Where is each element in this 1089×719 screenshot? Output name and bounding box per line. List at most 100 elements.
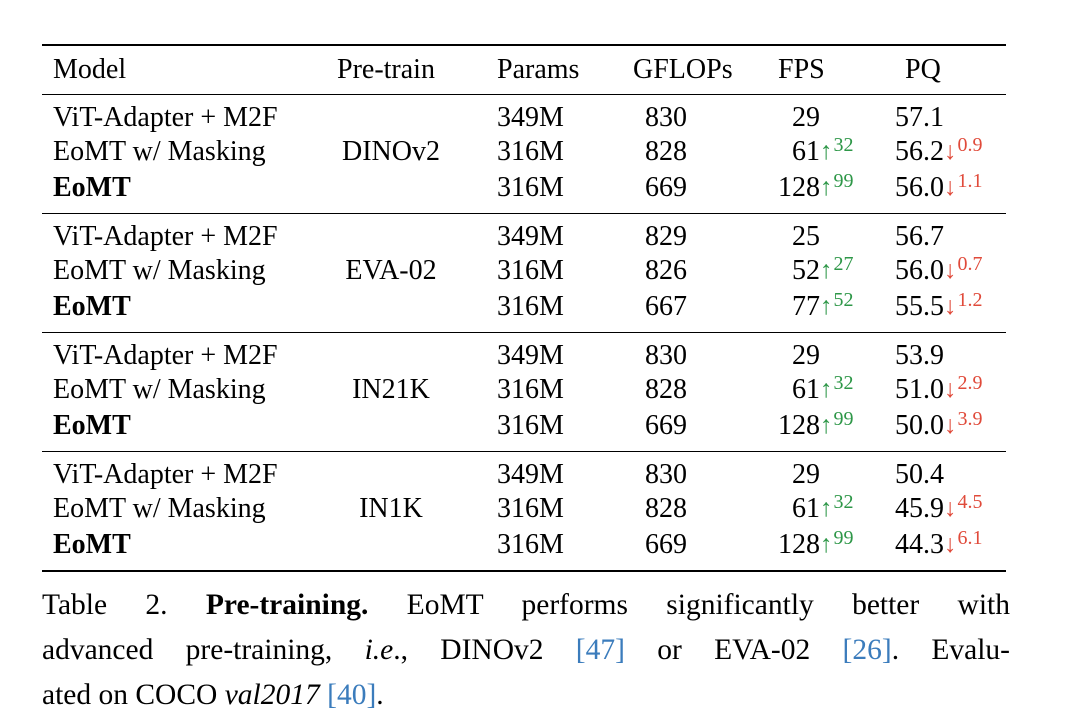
pq-value: 51.0 <box>895 374 944 405</box>
gflops-cell: 826 <box>645 255 687 286</box>
col-header-params: Params <box>497 54 580 85</box>
col-header-gflops: GFLOPs <box>633 54 733 85</box>
model-cell: EoMT <box>53 291 131 322</box>
down-arrow-icon: ↓ <box>944 412 957 439</box>
pretrain-group-dinov2: ViT-Adapter + M2F 349M 830 29 57.1 EoMT w/ Ma… <box>42 95 1006 213</box>
pq-value: 56.0 <box>895 255 944 286</box>
pq-drop-value: 4.5 <box>957 491 983 513</box>
pq-cell: 50.4 <box>895 458 1006 492</box>
citation-link[interactable]: [47] <box>575 634 625 666</box>
model-cell: ViT-Adapter + M2F <box>53 459 278 490</box>
citation-link[interactable]: [40] <box>327 679 377 711</box>
pq-cell: 44.3↓6.1 <box>895 527 1006 564</box>
table-caption: Table 2. Pre-training. EoMT performs sig… <box>42 583 1010 718</box>
gflops-cell: 828 <box>645 136 687 167</box>
down-arrow-icon: ↓ <box>944 257 957 284</box>
pq-value: 50.4 <box>895 459 944 490</box>
model-cell: EoMT <box>53 410 131 441</box>
params-cell: 349M <box>497 221 564 252</box>
pretrain-group-in21k: ViT-Adapter + M2F 349M 830 29 53.9 EoMT w/ Ma… <box>42 332 1006 451</box>
gflops-cell: 669 <box>645 172 687 203</box>
fps-value: 52 <box>792 255 820 286</box>
pq-cell: 56.0↓0.7 <box>895 253 1006 290</box>
pretrain-cell <box>337 409 497 445</box>
table-row: ViT-Adapter + M2F 349M 830 29 50.4 <box>42 458 1006 492</box>
model-cell: ViT-Adapter + M2F <box>53 102 278 133</box>
caption-text: Pre-training. <box>205 589 369 621</box>
down-arrow-icon: ↓ <box>944 293 957 320</box>
pretrain-cell <box>337 528 497 564</box>
fps-cell: 61↑32 <box>778 491 895 528</box>
caption-text: . Evalu- <box>891 634 1010 666</box>
pretrain-cell <box>337 339 497 373</box>
fps-gain-value: 52 <box>833 289 854 311</box>
fps-gain-annotation: ↑27 <box>820 253 854 286</box>
caption-text: val2017 <box>224 679 320 711</box>
down-arrow-icon: ↓ <box>944 174 957 201</box>
table-row: EoMT w/ Masking EVA-02 316M 826 52↑27 56.0↓0.… <box>42 253 1006 290</box>
gflops-cell: 830 <box>645 459 687 490</box>
fps-cell: 61↑32 <box>778 372 895 409</box>
caption-text: ., DINOv2 <box>393 634 576 666</box>
fps-gain-value: 99 <box>833 527 854 549</box>
pretrain-cell: DINOv2 <box>337 135 497 171</box>
fps-value: 61 <box>792 493 820 524</box>
up-arrow-icon: ↑ <box>820 257 833 284</box>
pq-drop-value: 0.7 <box>957 253 983 275</box>
fps-gain-value: 32 <box>833 491 854 513</box>
gflops-cell: 829 <box>645 221 687 252</box>
caption-text: or EVA-02 <box>624 634 843 666</box>
model-cell: EoMT w/ Masking <box>53 493 266 524</box>
pq-value: 56.0 <box>895 172 944 203</box>
pq-cell: 55.5↓1.2 <box>895 289 1006 326</box>
pq-drop-annotation: ↓1.2 <box>944 289 983 322</box>
fps-cell: 77↑52 <box>778 289 895 326</box>
fps-cell: 29 <box>778 339 895 373</box>
table-row: ViT-Adapter + M2F 349M 830 29 57.1 <box>42 101 1006 135</box>
fps-value: 128 <box>778 172 820 203</box>
pq-drop-value: 1.1 <box>957 170 983 192</box>
up-arrow-icon: ↑ <box>820 138 833 165</box>
pq-cell: 57.1 <box>895 101 1006 135</box>
pq-value: 57.1 <box>895 102 944 133</box>
params-cell: 316M <box>497 172 564 203</box>
caption-line: advanced pre-training, i.e., DINOv2 [47]… <box>42 628 1010 673</box>
fps-gain-annotation: ↑32 <box>820 134 854 167</box>
params-cell: 349M <box>497 340 564 371</box>
fps-gain-annotation: ↑32 <box>820 372 854 405</box>
pq-value: 56.7 <box>895 221 944 252</box>
pq-drop-annotation: ↓6.1 <box>944 527 983 560</box>
citation-link[interactable]: [26] <box>842 634 892 666</box>
pq-drop-annotation: ↓4.5 <box>944 491 983 524</box>
pretrain-label: IN1K <box>359 493 423 524</box>
pretrain-cell <box>337 101 497 135</box>
fps-gain-value: 99 <box>833 408 854 430</box>
fps-cell: 29 <box>778 458 895 492</box>
pretrain-label: EVA-02 <box>345 255 437 286</box>
table-body: ViT-Adapter + M2F 349M 830 29 57.1 EoMT w/ Ma… <box>42 95 1006 570</box>
caption-text: EoMT performs significantly better with <box>368 589 1010 621</box>
pq-cell: 53.9 <box>895 339 1006 373</box>
pq-cell: 51.0↓2.9 <box>895 372 1006 409</box>
up-arrow-icon: ↑ <box>820 412 833 439</box>
fps-value: 29 <box>792 459 820 490</box>
table-row: ViT-Adapter + M2F 349M 830 29 53.9 <box>42 339 1006 373</box>
up-arrow-icon: ↑ <box>820 293 833 320</box>
fps-cell: 128↑99 <box>778 527 895 564</box>
fps-gain-annotation: ↑52 <box>820 289 854 322</box>
pq-cell: 56.0↓1.1 <box>895 170 1006 207</box>
gflops-cell: 669 <box>645 410 687 441</box>
params-cell: 316M <box>497 136 564 167</box>
caption-text: . <box>376 679 384 711</box>
table-header-row: Model Pre-train Params GFLOPs FPS PQ <box>42 46 1006 95</box>
model-cell: ViT-Adapter + M2F <box>53 340 278 371</box>
fps-cell: 52↑27 <box>778 253 895 290</box>
table-row: ViT-Adapter + M2F 349M 829 25 56.7 <box>42 220 1006 254</box>
params-cell: 316M <box>497 410 564 441</box>
up-arrow-icon: ↑ <box>820 495 833 522</box>
pq-drop-value: 3.9 <box>957 408 983 430</box>
pretrain-group-in1k: ViT-Adapter + M2F 349M 830 29 50.4 EoMT w/ Ma… <box>42 451 1006 570</box>
pq-drop-annotation: ↓3.9 <box>944 408 983 441</box>
caption-line: ated on COCO val2017 [40]. <box>42 673 1010 718</box>
